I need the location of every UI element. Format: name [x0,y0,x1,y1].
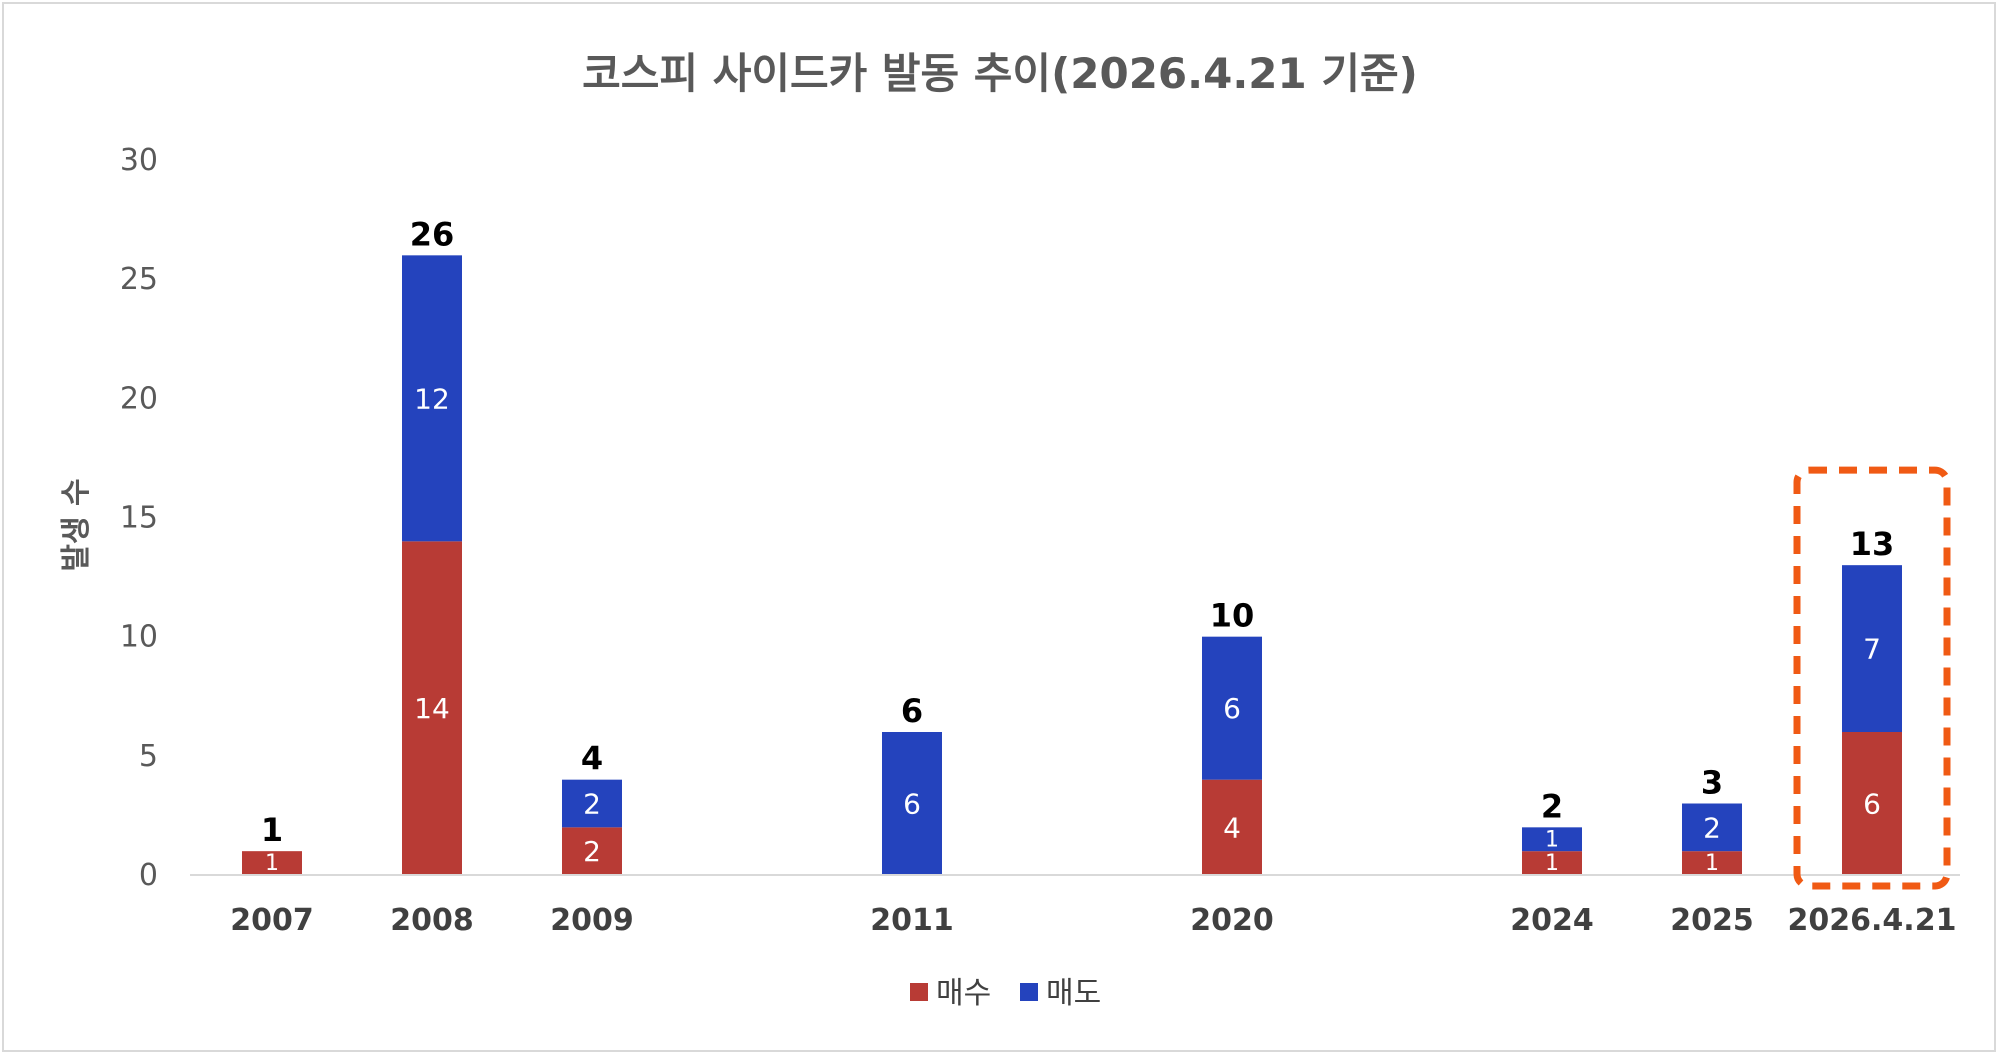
y-axis-ticks: 0 5 10 15 20 25 30 [120,143,158,893]
total-label: 13 [1850,525,1895,563]
bar-segment-sell [1202,636,1262,780]
y-tick-label: 0 [139,858,158,893]
total-label: 10 [1210,597,1255,635]
bar-segment-buy [1202,779,1262,875]
y-tick-label: 20 [120,381,158,416]
data-label: 14 [414,692,450,725]
bar-segment-sell [562,779,622,828]
bar-segment-sell [1842,565,1902,732]
data-label: 7 [1863,633,1881,666]
total-label: 26 [410,215,455,253]
x-tick-label: 2007 [230,903,314,938]
data-label: 1 [1705,851,1719,876]
bar-segment-buy [402,541,462,875]
data-label: 1 [1545,827,1559,852]
legend-swatch [1020,983,1038,1001]
bar-segment-sell [1522,827,1582,852]
data-label: 6 [903,788,921,821]
y-tick-label: 10 [120,620,158,655]
data-label: 2 [583,788,601,821]
total-label: 1 [261,811,283,849]
x-tick-label: 2025 [1670,903,1754,938]
y-tick-label: 5 [139,739,158,774]
y-tick-label: 25 [120,262,158,297]
total-label: 6 [901,692,923,730]
legend-label: 매도 [1046,976,1101,1011]
x-axis-ticks: 2007 2008 2009 2011 2020 2024 2025 2026.4.21 [230,903,1956,938]
bar-segment-sell [402,255,462,542]
x-tick-label: 2024 [1510,903,1594,938]
legend-swatch [910,983,928,1001]
data-label: 6 [1223,692,1241,725]
x-tick-label: 2009 [550,903,634,938]
data-label: 12 [414,382,450,415]
data-label: 2 [1703,811,1721,844]
data-label: 1 [1545,851,1559,876]
y-tick-label: 15 [120,501,158,536]
bar-segment-buy [1842,732,1902,875]
total-label: 2 [1541,787,1563,825]
bar-segment-buy [242,851,302,875]
x-tick-label: 2020 [1190,903,1274,938]
data-label: 6 [1863,788,1881,821]
x-tick-label: 2011 [870,903,954,938]
y-tick-label: 30 [120,143,158,178]
bar-segment-buy [562,827,622,875]
bar-segment-buy [1682,851,1742,875]
total-label: 4 [581,740,603,778]
highlight-box [1793,466,1951,890]
legend-label: 매수 [936,976,991,1011]
data-label: 2 [583,835,601,868]
data-label: 1 [265,851,279,876]
bar-segment-sell [882,732,942,875]
chart-title: 코스피 사이드카 발동 추이(2026.4.21 기준) [582,49,1418,98]
legend: 매수 매도 [910,976,1101,1011]
y-axis-label: 발생 수 [59,478,94,571]
x-tick-label: 2008 [390,903,474,938]
highlight-dashed-box [1793,466,1951,890]
x-tick-label: 2026.4.21 [1788,903,1957,938]
total-label: 3 [1701,764,1723,802]
bar-segment-buy [1522,851,1582,875]
bar-segment-sell [1682,803,1742,852]
data-label: 4 [1223,811,1241,844]
